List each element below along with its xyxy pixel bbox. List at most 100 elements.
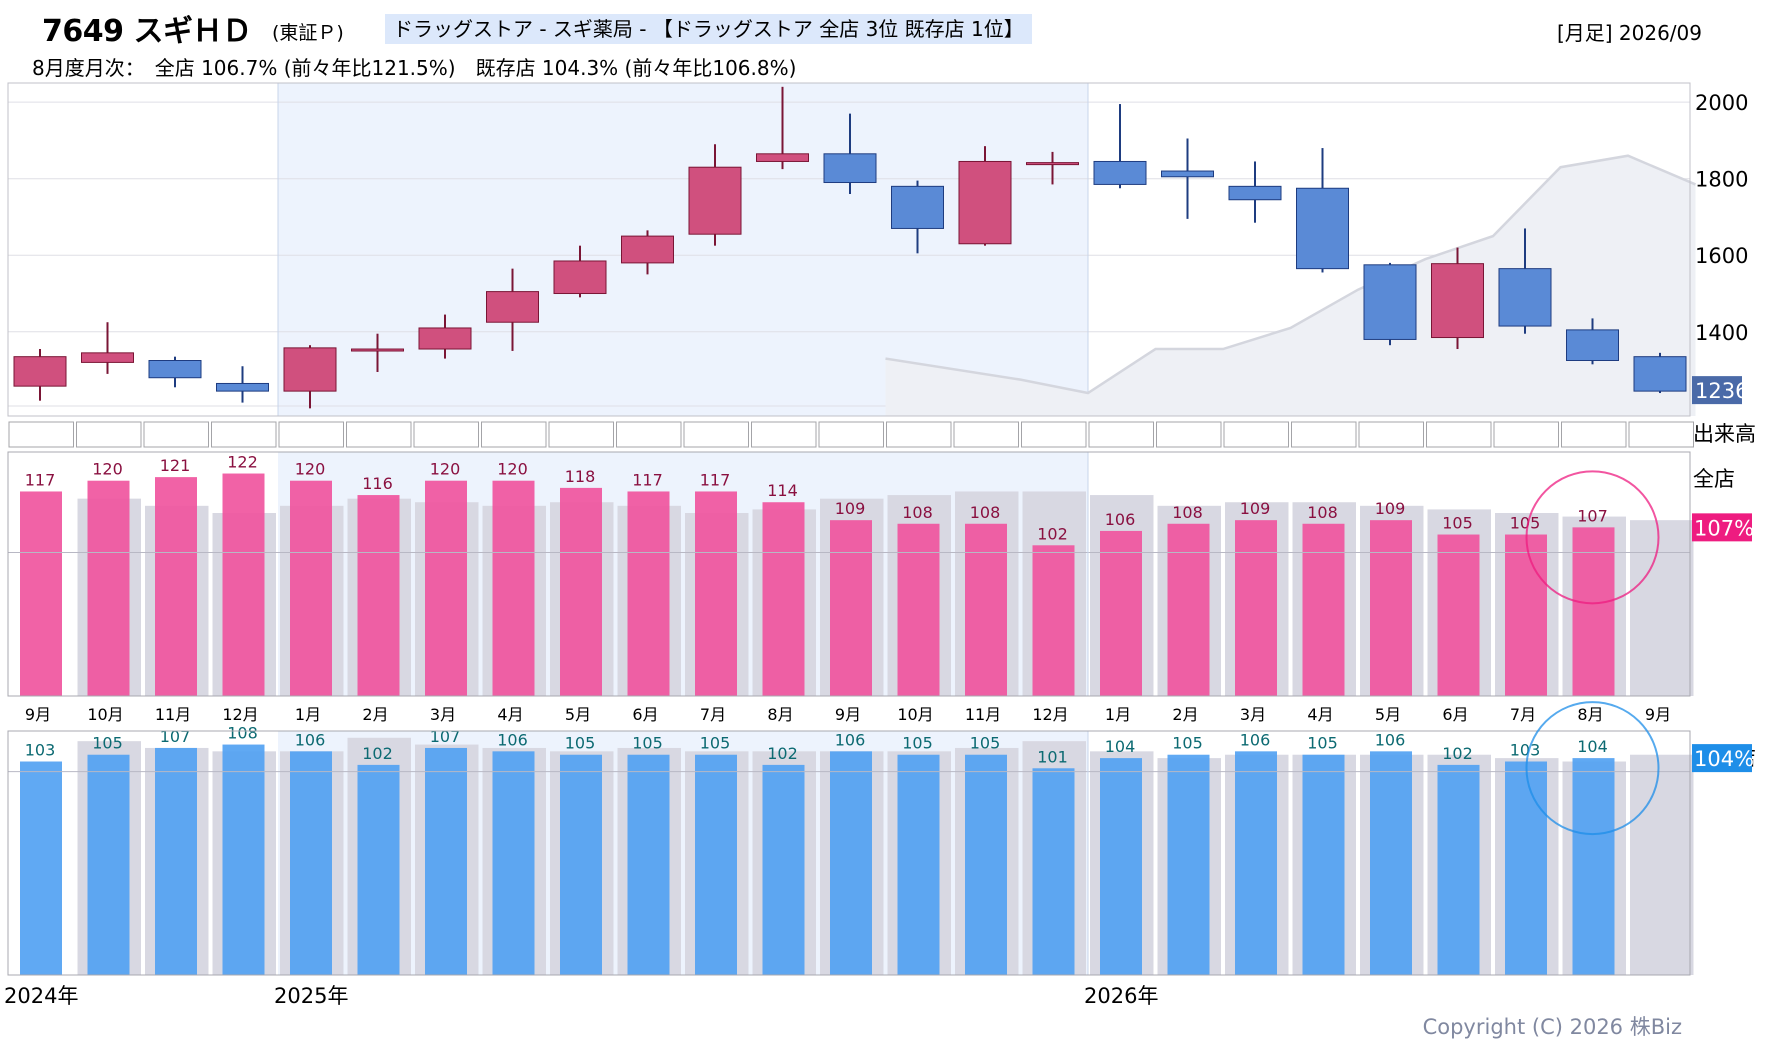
- candle[interactable]: [1296, 148, 1349, 273]
- existing-store-bar[interactable]: [965, 754, 1007, 975]
- existing-store-value-label: 105: [92, 734, 123, 753]
- all-store-label: 全店: [1693, 467, 1735, 491]
- all-store-bar[interactable]: [1235, 520, 1277, 696]
- candle[interactable]: [148, 356, 202, 388]
- candle[interactable]: [283, 345, 337, 409]
- volume-cell: [1628, 421, 1694, 448]
- existing-store-bar[interactable]: [492, 751, 535, 975]
- existing-store-bar[interactable]: [1437, 764, 1480, 975]
- existing-store-bar[interactable]: [627, 754, 670, 975]
- candle[interactable]: [621, 230, 674, 275]
- candle[interactable]: [553, 245, 607, 298]
- candle[interactable]: [1093, 104, 1147, 189]
- all-store-value-label: 106: [1105, 510, 1136, 529]
- candle[interactable]: [688, 144, 742, 246]
- month-label: 5月: [565, 705, 591, 724]
- all-store-bar[interactable]: [762, 502, 805, 696]
- existing-store-bar[interactable]: [1235, 751, 1277, 975]
- existing-store-value-label: 106: [1375, 730, 1406, 749]
- all-store-bar[interactable]: [695, 491, 737, 696]
- candle[interactable]: [216, 366, 269, 403]
- all-store-bar[interactable]: [1505, 534, 1547, 696]
- existing-store-bar[interactable]: [1572, 758, 1615, 975]
- all-store-bar[interactable]: [222, 473, 265, 696]
- existing-store-prior-bar: [1630, 754, 1694, 975]
- all-store-value-label: 116: [362, 474, 393, 493]
- volume-cell: [751, 421, 817, 448]
- all-store-bar[interactable]: [425, 480, 467, 696]
- all-store-bar[interactable]: [1032, 545, 1075, 696]
- candle[interactable]: [1633, 352, 1687, 394]
- existing-store-value-label: 103: [25, 741, 56, 760]
- candle-body: [283, 347, 337, 392]
- existing-store-value-label: 104: [1105, 737, 1136, 756]
- existing-store-bar[interactable]: [1167, 754, 1210, 975]
- all-store-bar[interactable]: [965, 523, 1007, 696]
- year-label: 2024年: [4, 984, 78, 1008]
- all-store-bar[interactable]: [290, 480, 332, 696]
- candle[interactable]: [1431, 247, 1484, 350]
- existing-store-bar[interactable]: [560, 754, 602, 975]
- existing-store-bar[interactable]: [1302, 754, 1345, 975]
- all-store-bar[interactable]: [1572, 527, 1615, 696]
- candle[interactable]: [1026, 151, 1079, 185]
- existing-store-bar[interactable]: [20, 761, 62, 976]
- all-store-bar[interactable]: [627, 491, 670, 696]
- existing-store-bar[interactable]: [222, 744, 265, 975]
- all-store-bar[interactable]: [897, 523, 940, 696]
- existing-store-bar[interactable]: [830, 751, 872, 975]
- candle[interactable]: [823, 113, 877, 194]
- existing-store-bar[interactable]: [695, 754, 737, 975]
- all-store-bar[interactable]: [1100, 530, 1142, 696]
- candle[interactable]: [1566, 318, 1619, 365]
- volume-cell: [683, 421, 749, 448]
- all-store-bar[interactable]: [830, 520, 872, 696]
- monthly-summary: 8月度月次： 全店 106.7% (前々年比121.5%) 既存店 104.3%…: [32, 56, 797, 80]
- existing-store-value-label: 106: [295, 730, 326, 749]
- volume-cell: [886, 421, 952, 448]
- existing-store-value-label: 102: [1442, 744, 1473, 763]
- month-label: 8月: [1577, 705, 1603, 724]
- all-store-bar[interactable]: [1370, 520, 1412, 696]
- existing-store-bar[interactable]: [1370, 751, 1412, 975]
- all-store-bar[interactable]: [1302, 523, 1345, 696]
- existing-store-bar[interactable]: [290, 751, 332, 975]
- all-store-bar[interactable]: [87, 480, 130, 696]
- candle[interactable]: [13, 349, 67, 401]
- candle[interactable]: [486, 268, 539, 351]
- candle[interactable]: [958, 146, 1012, 246]
- candle[interactable]: [81, 322, 134, 374]
- existing-store-bar[interactable]: [155, 747, 197, 975]
- candle-body: [891, 185, 944, 229]
- existing-store-bar[interactable]: [897, 754, 940, 975]
- existing-store-bar[interactable]: [357, 764, 400, 975]
- all-store-value-label: 109: [835, 499, 866, 518]
- candle[interactable]: [756, 86, 809, 170]
- all-store-bar[interactable]: [155, 477, 197, 696]
- candle[interactable]: [891, 180, 944, 254]
- existing-store-bar[interactable]: [87, 754, 130, 975]
- candle[interactable]: [351, 333, 404, 372]
- year-label: 2026年: [1084, 984, 1158, 1008]
- candle-body: [1161, 170, 1214, 178]
- existing-store-bar[interactable]: [1505, 761, 1547, 976]
- candle[interactable]: [1228, 161, 1282, 223]
- candle[interactable]: [1498, 228, 1552, 334]
- candle[interactable]: [418, 314, 472, 359]
- all-store-bar[interactable]: [560, 487, 602, 696]
- existing-store-bar[interactable]: [1032, 768, 1075, 975]
- all-store-bar[interactable]: [1437, 534, 1480, 696]
- all-store-bar[interactable]: [492, 480, 535, 696]
- all-store-bar[interactable]: [357, 495, 400, 696]
- existing-store-bar[interactable]: [762, 764, 805, 975]
- existing-store-bar[interactable]: [1100, 758, 1142, 975]
- candle[interactable]: [1363, 262, 1417, 346]
- existing-store-bar[interactable]: [425, 747, 467, 975]
- candle[interactable]: [1161, 138, 1214, 219]
- all-store-bar[interactable]: [1167, 523, 1210, 696]
- candle-body: [621, 235, 674, 264]
- all-store-highlight-circle: [1525, 470, 1660, 605]
- period-label: [月足] 2026/09: [1556, 21, 1702, 45]
- all-store-bar[interactable]: [20, 491, 62, 696]
